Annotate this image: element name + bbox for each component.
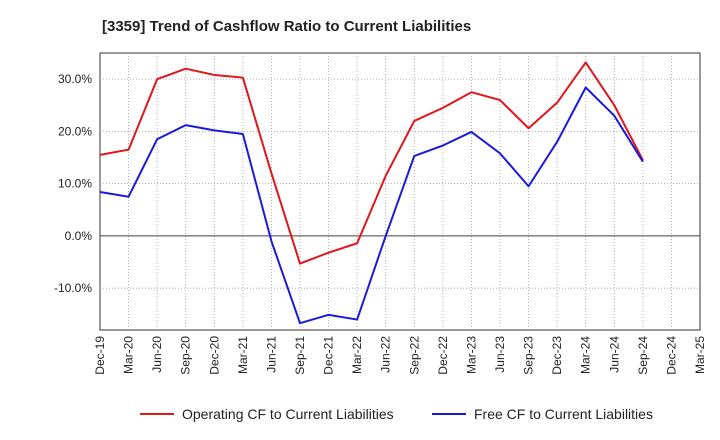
x-axis-ticks: Dec-19 Mar-20 Jun-20 Sep-20 Dec-20 Mar-21 Jun-… — [93, 336, 707, 375]
y-tick-label: 10.0% — [58, 177, 92, 191]
series-line-free-cf — [99, 86, 644, 325]
y-tick-label: 0.0% — [65, 229, 93, 243]
x-tick-label: Jun-24 — [607, 336, 621, 373]
x-tick-label: Dec-22 — [436, 336, 450, 375]
legend: Operating CF to Current Liabilities Free … — [140, 406, 653, 422]
y-tick-label: 20.0% — [58, 124, 92, 138]
x-tick-label: Jun-21 — [264, 336, 278, 373]
x-tick-label: Mar-25 — [693, 336, 707, 374]
legend-label: Free CF to Current Liabilities — [474, 406, 653, 422]
x-tick-label: Mar-22 — [350, 336, 364, 374]
x-tick-label: Sep-20 — [179, 336, 193, 375]
y-axis-ticks: -10.0% 0.0% 10.0% 20.0% 30.0% — [54, 72, 92, 295]
x-tick-label: Sep-22 — [407, 336, 421, 375]
x-tick-label: Sep-24 — [636, 336, 650, 375]
grid-lines — [100, 53, 700, 330]
x-tick-label: Dec-19 — [93, 336, 107, 375]
series-line-operating-cf — [99, 61, 644, 265]
x-tick-label: Mar-20 — [122, 336, 136, 374]
chart-title: [3359] Trend of Cashflow Ratio to Curren… — [102, 18, 471, 35]
x-tick-label: Mar-21 — [236, 336, 250, 374]
x-tick-label: Mar-23 — [464, 336, 478, 374]
y-tick-label: 30.0% — [58, 72, 92, 86]
x-tick-label: Sep-23 — [522, 336, 536, 375]
x-tick-label: Jun-22 — [379, 336, 393, 373]
plot-area — [99, 52, 701, 331]
x-tick-label: Jun-20 — [150, 336, 164, 373]
x-tick-label: Dec-23 — [550, 336, 564, 375]
x-tick-label: Jun-23 — [493, 336, 507, 373]
legend-label: Operating CF to Current Liabilities — [182, 406, 394, 422]
x-tick-label: Dec-21 — [322, 336, 336, 375]
x-tick-label: Mar-24 — [579, 336, 593, 374]
y-tick-label: -10.0% — [54, 281, 92, 295]
x-tick-label: Dec-24 — [664, 336, 678, 375]
x-tick-label: Sep-21 — [293, 336, 307, 375]
series-lines — [99, 61, 644, 325]
x-tick-label: Dec-20 — [207, 336, 221, 375]
